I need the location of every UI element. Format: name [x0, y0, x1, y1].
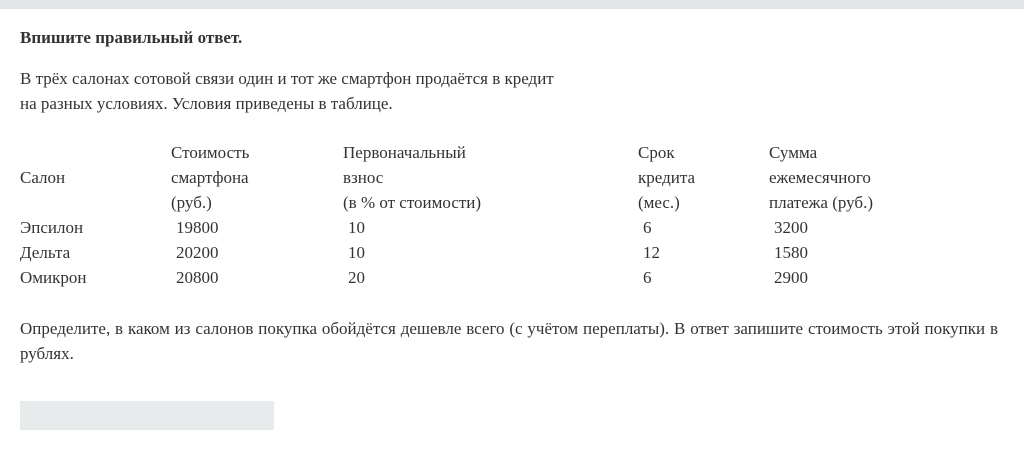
- table-row: Омикрон 20800 20 6 2900: [20, 265, 969, 290]
- header-salon: Салон: [20, 168, 66, 187]
- intro-line: на разных условиях. Условия приведены в …: [20, 94, 393, 113]
- cell-monthly: 3200: [774, 218, 808, 237]
- header-price: Стоимость смартфона (руб.): [171, 143, 250, 212]
- intro-line: В трёх салонах сотовой связи один и тот …: [20, 69, 554, 88]
- cell-salon: Омикрон: [20, 268, 87, 287]
- cell-down-payment: 10: [348, 243, 365, 262]
- answer-input[interactable]: [20, 401, 274, 430]
- cell-down-payment: 10: [348, 218, 365, 237]
- task-title: Впишите правильный ответ.: [20, 28, 243, 47]
- cell-price: 19800: [176, 218, 219, 237]
- cell-term: 6: [643, 218, 652, 237]
- cell-term: 6: [643, 268, 652, 287]
- top-bar: [0, 0, 1024, 9]
- cell-salon: Эпсилон: [20, 218, 84, 237]
- header-monthly: Сумма ежемесячного платежа (руб.): [769, 143, 873, 212]
- header-term: Срок кредита (мес.): [638, 143, 696, 212]
- table-row: Эпсилон 19800 10 6 3200: [20, 215, 969, 240]
- cell-price: 20800: [176, 268, 219, 287]
- task-intro: В трёх салонах сотовой связи один и тот …: [20, 66, 640, 116]
- conditions-table: Салон Стоимость смартфона (руб.) Первонача…: [20, 140, 969, 290]
- table-header-row: Салон Стоимость смартфона (руб.) Первонача…: [20, 140, 969, 215]
- cell-term: 12: [643, 243, 660, 262]
- cell-monthly: 2900: [774, 268, 808, 287]
- header-down-payment: Первоначальный взнос (в % от стоимости): [343, 143, 482, 212]
- cell-salon: Дельта: [20, 243, 71, 262]
- cell-down-payment: 20: [348, 268, 365, 287]
- cell-monthly: 1580: [774, 243, 808, 262]
- cell-price: 20200: [176, 243, 219, 262]
- table-row: Дельта 20200 10 12 1580: [20, 240, 969, 265]
- question-text: Определите, в каком из салонов покупка о…: [20, 319, 998, 363]
